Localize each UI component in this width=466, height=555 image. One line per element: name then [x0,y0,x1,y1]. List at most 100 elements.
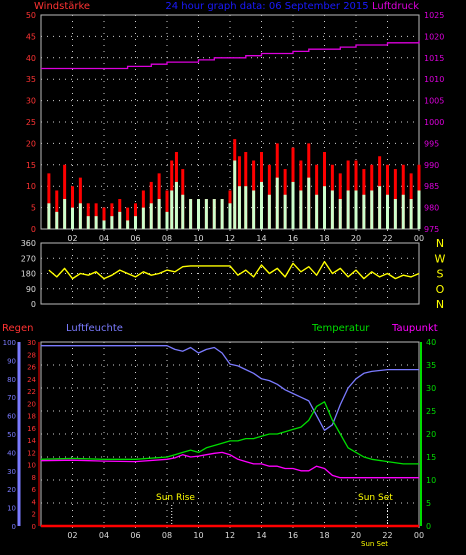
x-tick-label: 12 [225,234,235,243]
pressure-title: Luftdruck [372,1,419,12]
x-tick-label: 10 [193,234,203,243]
y-left-tick-label: 20 [26,139,36,148]
y-rain-tick-label: 8 [32,474,36,482]
y-right-tick-label: 1015 [424,54,444,63]
y-left-tick-label: 25 [26,118,36,127]
y-humidity-tick-label: 10 [7,505,16,513]
direction-letter-label: N [436,237,444,250]
y-right-tick-label: 1010 [424,75,444,84]
y-right-tick-label: 1005 [424,97,444,106]
y-right-tick-label: 1000 [424,118,444,127]
y-direction-tick-label: 0 [31,300,36,309]
wind-pressure-panel: 0510152025303540455097598098599099510001… [26,11,445,243]
x-tick-label: 02 [67,531,77,540]
y-right-tick-label: 1025 [424,11,444,20]
y-left-tick-label: 15 [26,161,36,170]
y-direction-tick-label: 270 [21,254,36,263]
y-left-tick-label: 40 [26,54,36,63]
y-humidity-tick-label: 70 [7,394,16,402]
y-rain-tick-label: 22 [27,388,36,396]
temperature-line [40,401,419,465]
chart-title: 24 hour graph data: 06 September 2015 [165,1,368,12]
x-tick-label: 20 [351,531,361,540]
x-tick-label: 10 [193,531,203,540]
y-direction-tick-label: 90 [26,285,36,294]
y-right-tick-label: 1020 [424,32,444,41]
y-humidity-tick-label: 60 [7,413,16,421]
y-temperature-tick-label: 5 [426,499,431,508]
y-direction-tick-label: 360 [21,239,36,248]
y-humidity-tick-label: 90 [7,357,16,365]
pressure-line [41,40,420,70]
y-left-tick-label: 35 [26,75,36,84]
y-temperature-tick-label: 25 [426,407,436,416]
y-rain-tick-label: 30 [27,339,36,347]
y-humidity-tick-label: 30 [7,468,16,476]
x-tick-label: 02 [67,234,77,243]
y-rain-tick-label: 12 [27,449,36,457]
x-tick-label: 20 [351,234,361,243]
sun-set-small-label: Sun Set [361,540,388,548]
y-humidity-tick-label: 20 [7,486,16,494]
y-left-tick-label: 10 [26,182,36,191]
sun-set-label: Sun Set [358,493,393,503]
x-tick-label: 08 [162,234,172,243]
x-tick-label: 18 [319,531,329,540]
y-temperature-tick-label: 0 [426,522,431,531]
y-right-tick-label: 990 [424,161,439,170]
x-tick-label: 14 [256,234,266,243]
y-left-tick-label: 30 [26,97,36,106]
x-tick-label: 22 [382,234,392,243]
x-tick-label: 12 [225,531,235,540]
y-humidity-tick-label: 50 [7,431,16,439]
y-rain-tick-label: 6 [32,486,37,494]
y-humidity-tick-label: 0 [12,523,16,531]
direction-letter-label: N [436,298,444,311]
direction-letter-label: W [435,252,446,265]
x-tick-label: 06 [130,531,140,540]
y-right-tick-label: 985 [424,182,439,191]
y-humidity-tick-label: 80 [7,376,16,384]
humidity-temperature-panel: 0102030405060708090100024681012141618202… [3,338,437,540]
y-right-tick-label: 995 [424,139,439,148]
x-tick-label: 04 [99,234,109,243]
y-rain-tick-label: 26 [27,364,36,372]
dewpoint-line [40,451,419,479]
y-rain-tick-label: 0 [32,523,36,531]
temperature-title: Temperatur [311,323,370,334]
y-direction-tick-label: 180 [21,270,36,279]
y-rain-tick-label: 2 [32,511,36,519]
y-rain-tick-label: 18 [27,413,36,421]
humidity-title: Luftfeuchte [66,323,123,334]
y-rain-tick-label: 28 [27,351,36,359]
y-rain-tick-label: 24 [27,376,36,384]
y-rain-tick-label: 14 [27,437,36,445]
y-temperature-tick-label: 30 [426,384,436,393]
y-left-tick-label: 0 [31,225,36,234]
y-right-tick-label: 980 [424,204,439,213]
y-rain-tick-label: 16 [27,425,36,433]
x-tick-label: 00 [414,234,424,243]
x-tick-label: 16 [288,531,298,540]
y-rain-tick-label: 4 [32,498,37,506]
x-tick-label: 08 [162,531,172,540]
dewpoint-title: Taupunkt [391,323,438,334]
x-tick-label: 14 [256,531,266,540]
y-temperature-tick-label: 15 [426,453,436,462]
wind-title: Windstärke [34,1,90,12]
x-tick-label: 16 [288,234,298,243]
x-tick-label: 06 [130,234,140,243]
y-rain-tick-label: 10 [27,462,36,470]
y-temperature-tick-label: 20 [426,430,436,439]
humidity-line [41,345,419,431]
y-right-tick-label: 975 [424,225,439,234]
y-left-tick-label: 5 [31,204,36,213]
x-tick-label: 00 [414,531,424,540]
y-temperature-tick-label: 40 [426,338,436,347]
x-tick-label: 18 [319,234,329,243]
direction-letter-label: S [437,268,444,281]
wind-direction-line [48,260,420,280]
regen-title: Regen [2,323,34,334]
